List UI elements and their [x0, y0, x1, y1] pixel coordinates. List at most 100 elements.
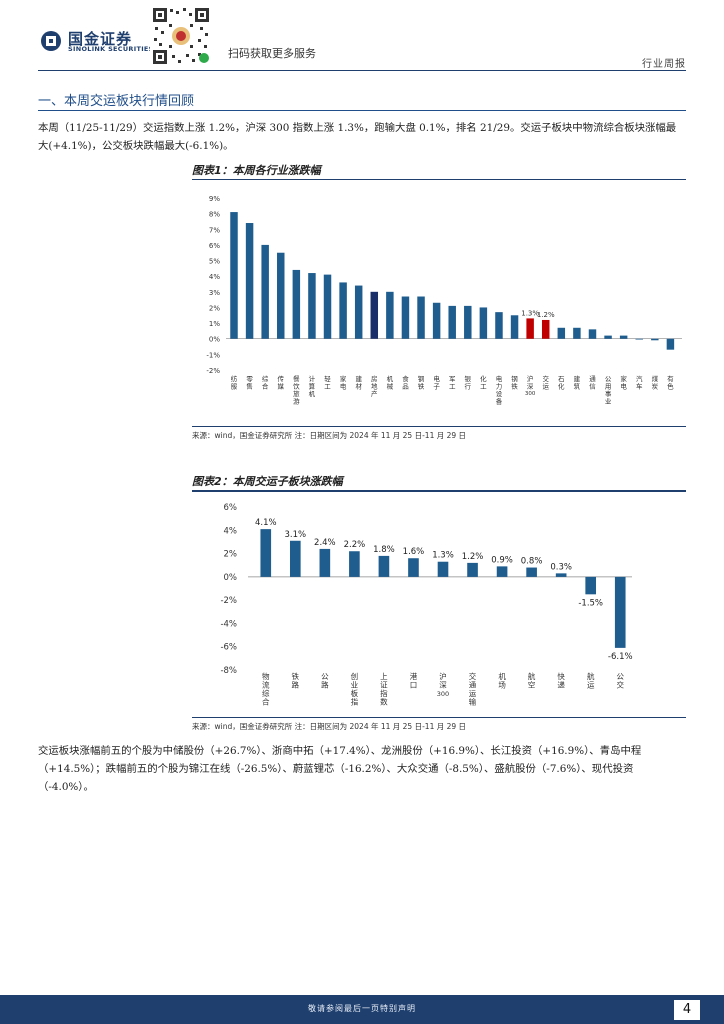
- category-label: 餐饮旅游: [293, 374, 300, 406]
- category-label: 综合: [262, 374, 269, 391]
- data-label: 1.3%: [432, 551, 454, 561]
- category-label: 家电: [340, 374, 347, 391]
- sinolink-logo-icon: [41, 31, 61, 51]
- bar: [378, 555, 390, 577]
- category-label: 机场: [498, 671, 506, 690]
- page-footer: 敬请参阅最后一页特别声明 4: [0, 995, 724, 1024]
- bar: [573, 327, 581, 339]
- data-label: -6.1%: [608, 652, 633, 662]
- category-label: 铁路: [292, 671, 300, 690]
- bar: [666, 338, 675, 350]
- bar: [292, 269, 301, 339]
- bar: [467, 562, 478, 577]
- bar: [354, 285, 363, 339]
- bar: [557, 327, 566, 339]
- category-label: 计算机: [309, 374, 316, 398]
- category-label: 快递: [557, 671, 565, 690]
- bar: [479, 307, 488, 339]
- category-label: 钢铁: [511, 375, 518, 391]
- summary-paragraph: 本周（11/25-11/29）交运指数上涨 1.2%，沪深 300 指数上涨 1…: [38, 122, 677, 152]
- bar: [555, 573, 567, 577]
- category-label: 机械: [387, 374, 394, 391]
- category-label: 电子: [433, 374, 440, 391]
- bar: [289, 540, 301, 577]
- category-label: 银行: [465, 374, 472, 391]
- bar: [495, 312, 503, 339]
- category-label: 沪深 300: [525, 374, 536, 397]
- category-label: 石化: [558, 375, 565, 391]
- category-label: 航空: [528, 671, 536, 690]
- y-tick-label: 8%: [209, 211, 220, 219]
- stock-movers-paragraph: 交运板块涨幅前五的个股为中储股份（+26.7%）、浙商中拓（+17.4%）、龙洲…: [38, 745, 642, 793]
- y-tick-label: 5%: [209, 258, 220, 266]
- y-tick-label: 2%: [209, 304, 220, 312]
- category-label: 有色: [667, 374, 674, 391]
- data-label: 0.8%: [521, 557, 543, 567]
- y-tick-label: -8%: [220, 666, 237, 676]
- bar: [319, 548, 331, 577]
- bar: [230, 212, 238, 339]
- y-tick-label: -2%: [220, 596, 237, 606]
- report-type: 行业周报: [642, 59, 686, 70]
- category-label: 轻工: [324, 374, 331, 391]
- y-tick-label: 2%: [224, 550, 238, 560]
- data-label: 1.8%: [373, 545, 395, 555]
- bar: [349, 551, 360, 577]
- data-label: 1.2%: [537, 311, 555, 319]
- data-label: -1.5%: [578, 598, 603, 608]
- data-label: 1.3%: [521, 309, 539, 317]
- category-label: 上证指数: [380, 672, 388, 707]
- bar: [448, 305, 456, 339]
- bar: [604, 335, 612, 339]
- bar: [370, 291, 379, 339]
- bar: [496, 566, 508, 577]
- y-tick-label: 7%: [209, 226, 220, 234]
- category-label: 公用事业: [605, 375, 612, 406]
- bar: [526, 318, 534, 339]
- data-label: 4.1%: [255, 518, 277, 528]
- y-tick-label: 3%: [209, 289, 220, 297]
- category-label: 军工: [449, 375, 456, 391]
- y-tick-label: 9%: [209, 195, 220, 203]
- figure2-bottom-rule: [192, 717, 686, 718]
- figure1-source: 来源：wind，国金证券研究所 注：日期区间为 2024 年 11 月 25 日…: [192, 431, 467, 440]
- bar: [585, 576, 597, 595]
- figure1-title: 图表1：本周各行业涨跌幅: [192, 164, 321, 177]
- y-tick-label: 6%: [224, 503, 238, 513]
- category-label: 零售: [246, 375, 253, 391]
- category-label: 汽车: [636, 374, 643, 391]
- bar: [635, 338, 643, 340]
- category-label: 传媒: [278, 374, 285, 391]
- header-divider: [38, 70, 686, 71]
- category-label: 建材: [355, 374, 362, 391]
- y-tick-label: -4%: [220, 619, 237, 629]
- bar: [277, 252, 285, 339]
- category-label: 航运: [587, 671, 595, 690]
- bar: [541, 319, 550, 339]
- bar: [619, 335, 628, 339]
- brand-name: 国金证券: [68, 30, 133, 48]
- bar: [323, 274, 332, 339]
- section-divider: [38, 110, 686, 111]
- y-tick-label: 1%: [209, 320, 220, 328]
- y-tick-label: -1%: [206, 351, 220, 359]
- category-label: 交运: [542, 374, 549, 391]
- figure1-bottom-rule: [192, 426, 686, 427]
- category-label: 公路: [321, 672, 329, 690]
- figure1-top-rule: [192, 179, 686, 180]
- figure2-top-rule: [192, 490, 686, 492]
- data-label: 1.2%: [462, 552, 484, 562]
- bar: [408, 558, 419, 577]
- bar: [261, 244, 269, 339]
- bar: [437, 561, 449, 577]
- bar: [464, 305, 472, 339]
- category-label: 煤炭: [652, 374, 659, 391]
- data-label: 1.6%: [403, 547, 425, 557]
- qr-code-icon[interactable]: [150, 5, 212, 67]
- scan-prompt: 扫码获取更多服务: [228, 47, 316, 60]
- bar: [651, 338, 659, 341]
- bar: [260, 529, 272, 577]
- bar: [526, 567, 537, 577]
- bar: [339, 282, 347, 339]
- y-tick-label: 0%: [224, 573, 238, 583]
